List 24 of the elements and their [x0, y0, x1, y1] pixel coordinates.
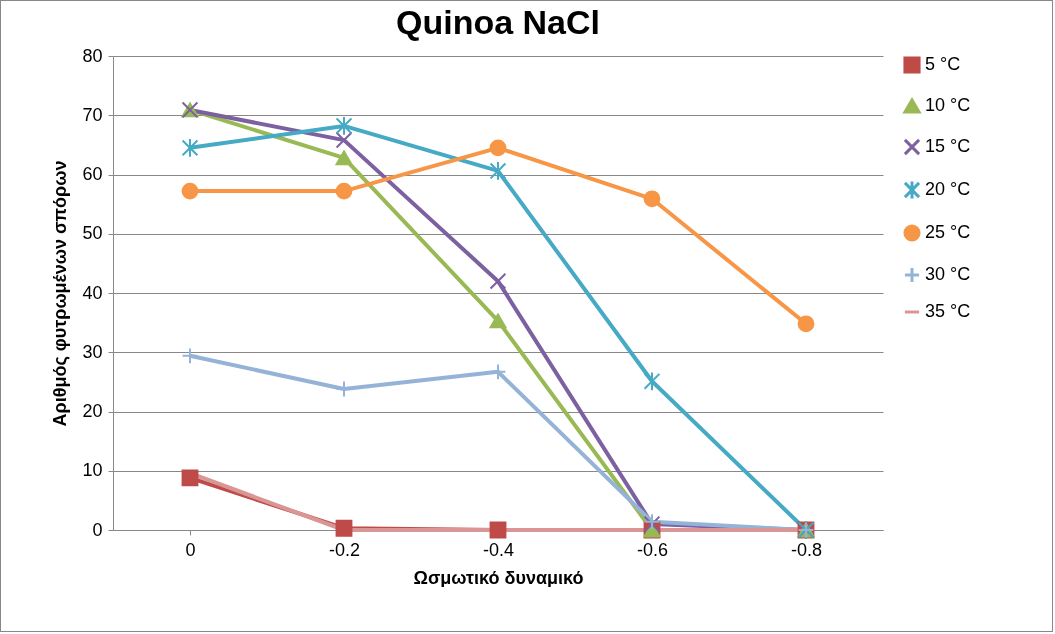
- x-tick-label: -0.6: [636, 539, 669, 560]
- y-tick-label: 10: [82, 460, 103, 481]
- legend-label: 10 °C: [925, 95, 971, 115]
- x-tick-label: -0.8: [790, 539, 823, 560]
- legend-label: 5 °C: [925, 54, 961, 74]
- y-tick-label: 30: [82, 341, 103, 362]
- y-tick-label: 80: [82, 45, 103, 66]
- x-tick-label: -0.4: [482, 539, 515, 560]
- legend-label: 30 °C: [925, 264, 971, 284]
- y-tick-label: 20: [82, 401, 103, 421]
- x-axis-title: Ωσμωτικό δυναμικό: [413, 567, 584, 588]
- legend-label: 35 °C: [925, 301, 971, 321]
- y-tick-label: 60: [82, 164, 103, 184]
- y-tick-label: 40: [82, 282, 103, 303]
- y-tick-label: 0: [92, 519, 103, 540]
- y-tick-label: 50: [82, 223, 103, 244]
- y-axis-title: Αριθμός φυτρωμένων σπόρων: [50, 160, 71, 427]
- chart-title: Quinoa NaCl: [395, 3, 601, 41]
- x-tick-label: -0.2: [328, 539, 361, 560]
- legend-label: 20 °C: [925, 179, 971, 199]
- legend-label: 25 °C: [925, 222, 971, 242]
- x-tick-label: 0: [185, 539, 196, 560]
- y-tick-label: 70: [82, 104, 103, 125]
- legend-label: 15 °C: [925, 136, 971, 156]
